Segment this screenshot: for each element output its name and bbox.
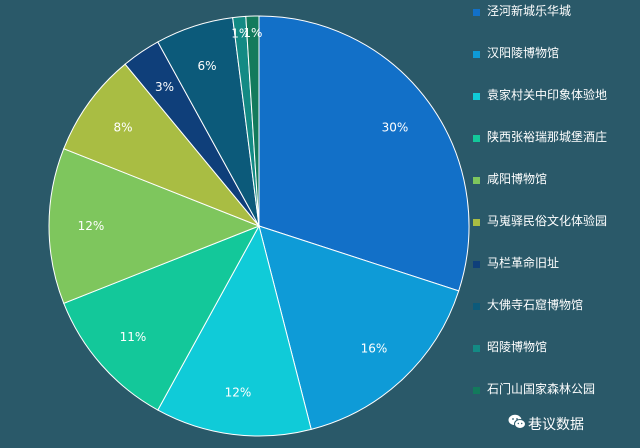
pie-slice-1[interactable] xyxy=(258,225,460,431)
slice-label-6: 3% xyxy=(155,80,174,94)
wechat-icon xyxy=(508,414,526,429)
legend-label: 汉阳陵博物馆 xyxy=(487,46,560,60)
legend-label: 马栏革命旧址 xyxy=(487,256,560,270)
legend-swatch-icon xyxy=(473,219,480,226)
legend-swatch-icon xyxy=(473,135,480,142)
legend-swatch-icon xyxy=(473,177,480,184)
slice-label-3: 11% xyxy=(120,330,147,344)
legend-label: 昭陵博物馆 xyxy=(487,340,548,354)
slice-label-2: 12% xyxy=(225,386,252,400)
slice-label-4: 12% xyxy=(78,219,105,233)
legend-label: 石门山国家森林公园 xyxy=(487,382,596,396)
legend-label: 袁家村关中印象体验地 xyxy=(487,88,608,102)
legend-swatch-icon xyxy=(473,51,480,58)
legend-label: 泾河新城乐华城 xyxy=(487,4,572,18)
pie-slice-5[interactable] xyxy=(63,63,260,227)
pie-slice-3[interactable] xyxy=(63,225,261,411)
pie-slice-2[interactable] xyxy=(157,224,312,437)
pie-slice-4[interactable] xyxy=(48,148,261,304)
legend-item-7[interactable]: 大佛寺石窟博物馆 xyxy=(473,298,633,340)
legend-label: 大佛寺石窟博物馆 xyxy=(487,298,584,312)
legend-label: 马嵬驿民俗文化体验园 xyxy=(487,214,608,228)
legend-item-3[interactable]: 陕西张裕瑞那城堡酒庄 xyxy=(473,130,633,172)
legend-item-6[interactable]: 马栏革命旧址 xyxy=(473,256,633,298)
legend-item-9[interactable]: 石门山国家森林公园 xyxy=(473,382,633,424)
legend-item-0[interactable]: 泾河新城乐华城 xyxy=(473,4,633,46)
legend-swatch-icon xyxy=(473,345,480,352)
watermark: 巷议数据 xyxy=(508,414,584,434)
slice-label-1: 16% xyxy=(361,341,388,355)
legend-swatch-icon xyxy=(473,303,480,310)
legend-label: 咸阳博物馆 xyxy=(487,172,548,186)
watermark-text: 巷议数据 xyxy=(528,417,584,433)
slice-label-0: 30% xyxy=(382,120,409,134)
legend-swatch-icon xyxy=(473,93,480,100)
legend-swatch-icon xyxy=(473,9,480,16)
legend-item-8[interactable]: 昭陵博物馆 xyxy=(473,340,633,382)
legend-swatch-icon xyxy=(473,261,480,268)
pie-slice-0[interactable] xyxy=(258,15,470,292)
legend-item-5[interactable]: 马嵬驿民俗文化体验园 xyxy=(473,214,633,256)
slice-label-5: 8% xyxy=(114,120,133,134)
slice-label-8: 1% xyxy=(231,27,250,41)
legend-item-4[interactable]: 咸阳博物馆 xyxy=(473,172,633,214)
legend-item-1[interactable]: 汉阳陵博物馆 xyxy=(473,46,633,88)
pie-slice-9[interactable] xyxy=(245,15,260,227)
legend-swatch-icon xyxy=(473,387,480,394)
slice-label-9: 1% xyxy=(243,26,262,40)
legend-label: 陕西张裕瑞那城堡酒庄 xyxy=(487,130,608,144)
slice-label-7: 6% xyxy=(198,59,217,73)
legend: 泾河新城乐华城 汉阳陵博物馆 袁家村关中印象体验地 陕西张裕瑞那城堡酒庄 咸阳博… xyxy=(473,4,633,424)
legend-item-2[interactable]: 袁家村关中印象体验地 xyxy=(473,88,633,130)
